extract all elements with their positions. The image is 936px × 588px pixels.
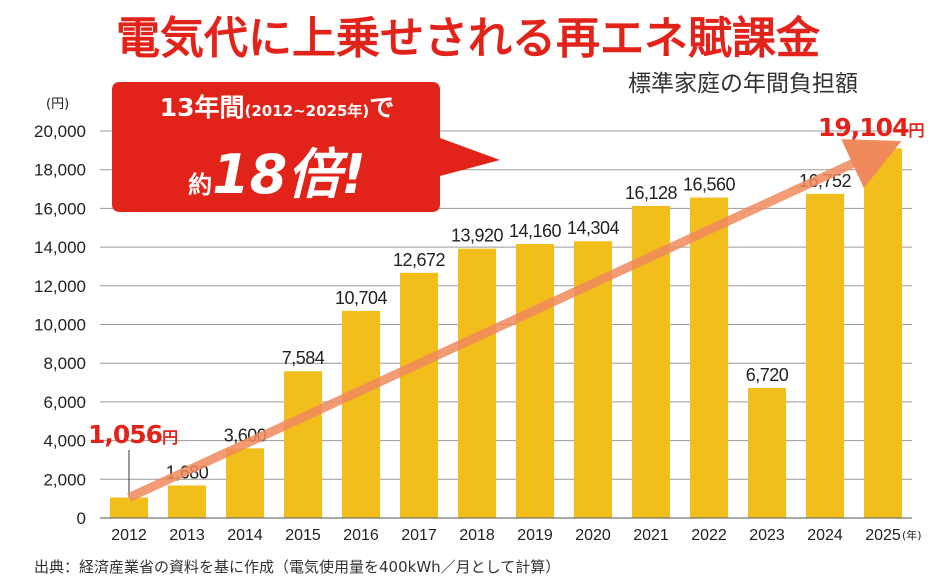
last-value-unit: 円 <box>908 121 925 140</box>
callout-line2: 約18倍! <box>118 130 436 209</box>
value-label: 16,560 <box>683 175 736 195</box>
bar-2013 <box>168 485 206 518</box>
axes: 0 2,000 4,000 6,000 8,000 10,000 12,000 14,000 1… <box>34 122 912 544</box>
callout-de: で <box>369 93 395 122</box>
callout-multiplier: 18倍! <box>212 143 366 206</box>
last-value: 19,104 <box>818 113 909 142</box>
page-title: 電気代に上乗せされる再エネ賦課金 <box>116 13 820 64</box>
callout-approx: 約 <box>188 171 213 199</box>
x-tick-label: 2017 <box>401 527 437 544</box>
x-tick-label: 2018 <box>459 527 495 544</box>
value-label: 13,920 <box>451 226 504 246</box>
last-value-highlight: 19,104円 <box>818 113 925 142</box>
source-note: 出典：経済産業省の資料を基に作成（電気使用量を400kWh／月として計算） <box>34 558 561 576</box>
chart-subtitle: 標準家庭の年間負担額 <box>628 71 858 97</box>
y-tick-label: 14,000 <box>34 238 86 257</box>
callout-period: 13年間 <box>159 93 245 122</box>
x-tick-label: 2016 <box>343 527 379 544</box>
first-value: 1,056 <box>88 420 163 449</box>
x-tick-label: 2012 <box>111 527 147 544</box>
bar-2012 <box>110 497 148 518</box>
bar-2019 <box>516 244 554 518</box>
callout-box <box>112 82 500 212</box>
y-tick-label: 0 <box>77 509 86 528</box>
bar-2022 <box>690 197 728 518</box>
x-axis-unit: (年) <box>902 529 922 542</box>
x-tick-label: 2014 <box>227 527 263 544</box>
bar-2016 <box>342 310 380 518</box>
bar-2014 <box>226 448 264 518</box>
y-axis-unit: (円) <box>46 97 70 112</box>
x-tick-label: 2015 <box>285 527 321 544</box>
value-label: 12,672 <box>393 250 446 270</box>
first-value-highlight: 1,056円 <box>88 420 178 449</box>
value-label: 14,304 <box>567 218 620 238</box>
value-labels: 1,6803,6007,58410,70412,67213,92014,1601… <box>128 171 852 498</box>
bar-2024 <box>806 193 844 518</box>
x-tick-label: 2025 <box>865 527 901 544</box>
y-tick-label: 18,000 <box>34 161 86 180</box>
value-label: 16,128 <box>625 183 678 203</box>
trend-arrow <box>127 139 902 502</box>
y-tick-label: 12,000 <box>34 277 86 296</box>
first-value-unit: 円 <box>162 428 179 447</box>
y-tick-label: 6,000 <box>43 393 86 412</box>
value-label: 7,584 <box>282 348 325 368</box>
bar-2015 <box>284 371 322 518</box>
x-tick-label: 2024 <box>807 527 843 544</box>
callout-shape <box>112 82 500 212</box>
x-tick-label: 2013 <box>169 527 205 544</box>
x-tick-label: 2020 <box>575 527 611 544</box>
bar-2023 <box>748 387 786 518</box>
bar-2018 <box>458 248 496 518</box>
y-tick-label: 8,000 <box>43 354 86 373</box>
x-tick-label: 2019 <box>517 527 553 544</box>
bar-2025 <box>864 148 902 519</box>
x-tick-label: 2022 <box>691 527 727 544</box>
y-tick-label: 20,000 <box>34 122 86 141</box>
callout-line1: 13年間(2012~2025年)で <box>118 88 436 124</box>
bar-2017 <box>400 272 438 518</box>
bars <box>110 148 902 519</box>
y-tick-label: 4,000 <box>43 432 86 451</box>
x-tick-label: 2023 <box>749 527 785 544</box>
value-label: 14,160 <box>509 221 562 241</box>
y-tick-label: 10,000 <box>34 316 86 335</box>
value-label: 10,704 <box>335 288 388 308</box>
y-tick-label: 16,000 <box>34 199 86 218</box>
x-tick-label: 2021 <box>633 527 669 544</box>
trend-arrow-line <box>127 139 902 502</box>
callout-period-range: (2012~2025年) <box>244 102 370 120</box>
value-label: 6,720 <box>746 365 789 385</box>
y-tick-label: 2,000 <box>43 470 86 489</box>
